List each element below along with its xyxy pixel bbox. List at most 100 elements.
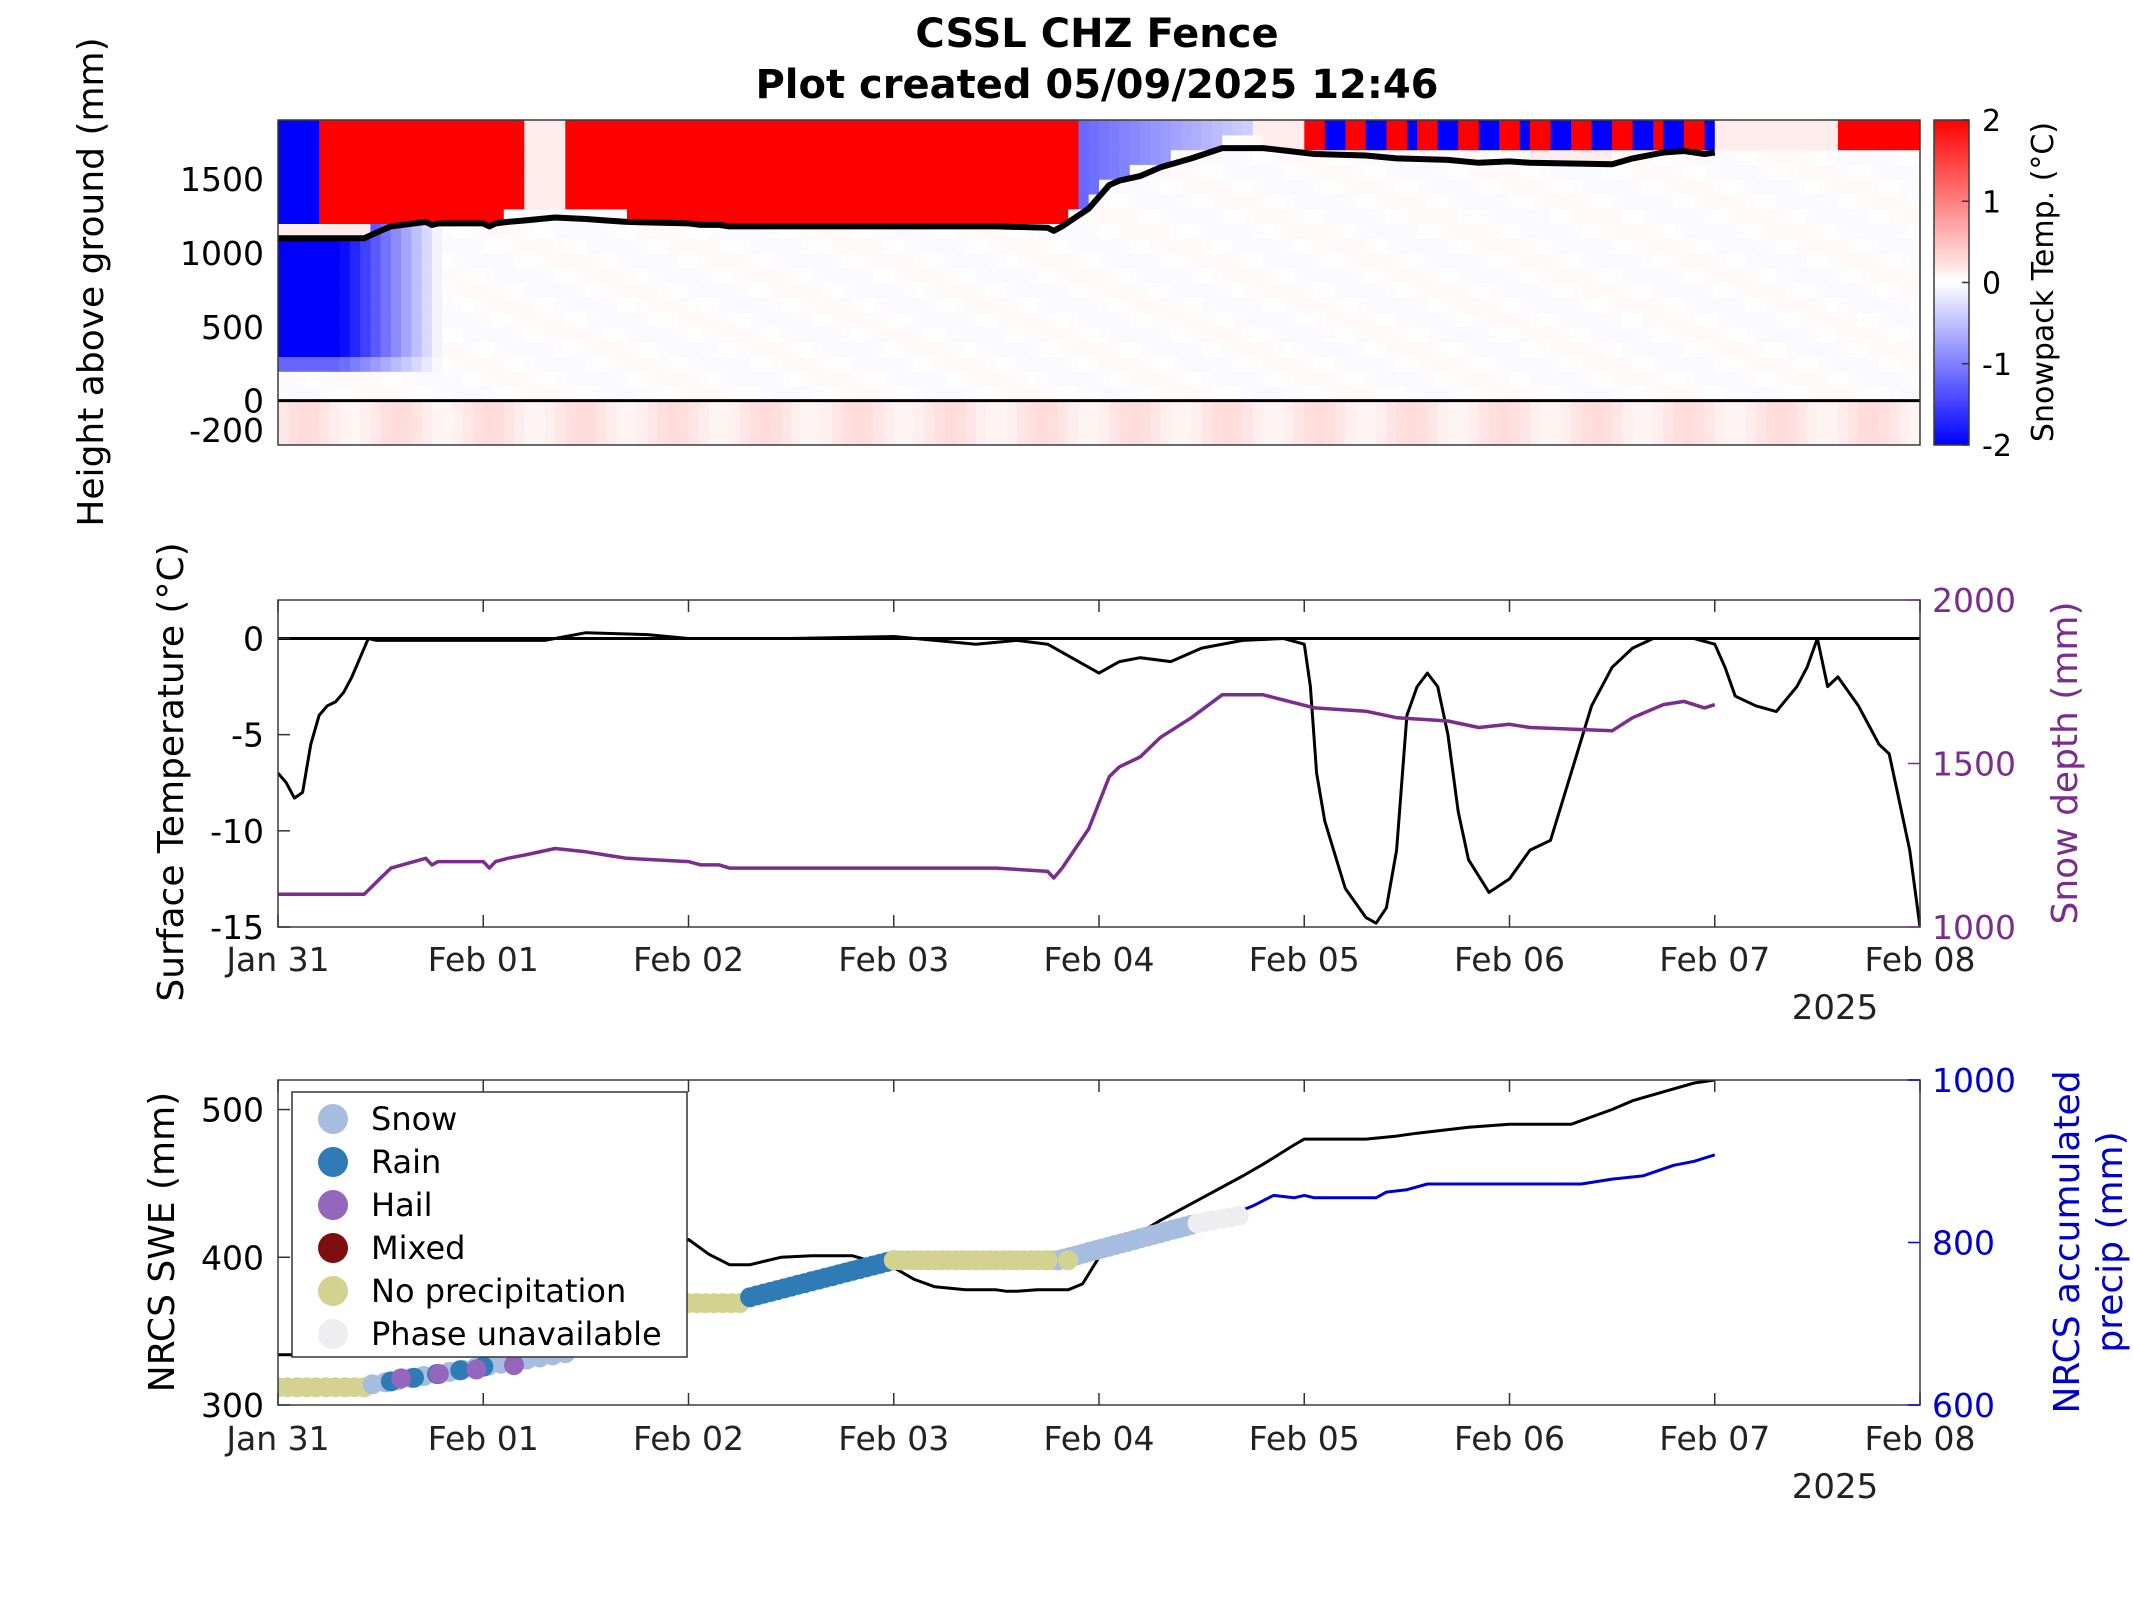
heatmap-cell [1612, 193, 1624, 210]
heatmap-cell [1304, 208, 1316, 224]
heatmap-cell [1489, 149, 1501, 165]
heatmap-cell [709, 120, 721, 136]
heatmap-cell [360, 312, 372, 328]
heatmap-cell [924, 149, 936, 165]
heatmap-cell [1755, 408, 1767, 428]
heatmap-cell [1140, 371, 1152, 387]
heatmap-cell [945, 371, 957, 387]
heatmap-cell [493, 356, 505, 372]
heatmap-cell [1684, 282, 1696, 298]
heatmap-cell [565, 371, 577, 387]
heatmap-cell [1088, 134, 1100, 151]
heatmap-cell [647, 341, 659, 357]
heatmap-cell [883, 297, 895, 313]
heatmap-cell [1725, 326, 1737, 343]
heatmap-cell [1273, 400, 1285, 409]
heatmap-cell [770, 120, 782, 136]
heatmap-cell [780, 312, 792, 328]
heatmap-cell [1796, 179, 1808, 195]
heatmap-cell [791, 385, 803, 402]
heatmap-cell [1786, 134, 1798, 151]
heatmap-cell [575, 223, 587, 239]
heatmap-cell [1365, 356, 1377, 372]
heatmap-cell [1560, 120, 1572, 136]
heatmap-cell [1519, 149, 1531, 165]
heatmap-cell [729, 179, 741, 195]
heatmap-cell [1140, 120, 1152, 136]
heatmap-cell [1817, 134, 1829, 151]
heatmap-cell [1201, 223, 1213, 239]
heatmap-cell [534, 371, 546, 387]
heatmap-cell [1016, 408, 1028, 428]
heatmap-cell [349, 326, 361, 343]
heatmap-cell [1848, 193, 1860, 210]
heatmap-cell [893, 341, 905, 357]
heatmap-cell [278, 193, 290, 210]
heatmap-cell [1304, 149, 1316, 165]
heatmap-cell [1796, 341, 1808, 357]
heatmap-cell [1150, 134, 1162, 151]
heatmap-cell [1447, 282, 1459, 298]
heatmap-cell [483, 297, 495, 313]
heatmap-cell [637, 149, 649, 165]
heatmap-cell [1540, 179, 1552, 195]
heatmap-cell [1047, 164, 1059, 180]
heatmap-cell [1047, 134, 1059, 151]
heatmap-cell [606, 253, 618, 269]
heatmap-cell [1571, 208, 1583, 224]
heatmap-cell [1879, 223, 1891, 239]
heatmap-cell [637, 371, 649, 387]
heatmap-cell [750, 149, 762, 165]
heatmap-cell [986, 120, 998, 136]
heatmap-cell [1150, 253, 1162, 269]
heatmap-cell [1560, 326, 1572, 343]
heatmap-cell [1294, 134, 1306, 151]
heatmap-cell [555, 341, 567, 357]
legend-marker-rain [318, 1147, 348, 1177]
heatmap-cell [791, 267, 803, 284]
heatmap-cell [329, 400, 341, 409]
heatmap-cell [965, 193, 977, 210]
heatmap-cell [1745, 164, 1757, 180]
heatmap-cell [729, 371, 741, 387]
heatmap-cell [1365, 341, 1377, 357]
heatmap-cell [924, 427, 936, 445]
heatmap-cell [1653, 267, 1665, 284]
heatmap-cell [1509, 134, 1521, 151]
heatmap-cell [1509, 408, 1521, 428]
heatmap-cell [473, 134, 485, 151]
heatmap-cell [1068, 341, 1080, 357]
heatmap-cell [1622, 208, 1634, 224]
heatmap-cell [1201, 179, 1213, 195]
heatmap-cell [1530, 427, 1542, 445]
heatmap-cell [1766, 120, 1778, 136]
heatmap-cell [1437, 297, 1449, 313]
heatmap-cell [719, 120, 731, 136]
heatmap-cell [1499, 208, 1511, 224]
heatmap-cell [1078, 149, 1090, 165]
heatmap-cell [421, 385, 433, 402]
heatmap-cell [319, 385, 331, 402]
heatmap-cell [1242, 134, 1254, 151]
heatmap-cell [678, 223, 690, 239]
heatmap-cell [1252, 371, 1264, 387]
heatmap-cell [1653, 149, 1665, 165]
heatmap-cell [1201, 312, 1213, 328]
heatmap-cell [1909, 238, 1920, 254]
heatmap-cell [1365, 408, 1377, 428]
heatmap-cell [626, 356, 638, 372]
swe-y-tick-label: 500 [201, 1091, 264, 1130]
heatmap-cell [1612, 223, 1624, 239]
heatmap-cell [452, 400, 464, 409]
heatmap-cell [821, 179, 833, 195]
heatmap-cell [1560, 371, 1572, 387]
heatmap-cell [390, 427, 402, 445]
heatmap-cell [1304, 134, 1316, 151]
heatmap-cell [1088, 223, 1100, 239]
colorbar-tick-label: 2 [1982, 104, 2001, 139]
heatmap-cell [1499, 134, 1511, 151]
heatmap-cell [1550, 408, 1562, 428]
heatmap-cell [1181, 312, 1193, 328]
heatmap-cell [791, 134, 803, 151]
heatmap-cell [503, 427, 515, 445]
